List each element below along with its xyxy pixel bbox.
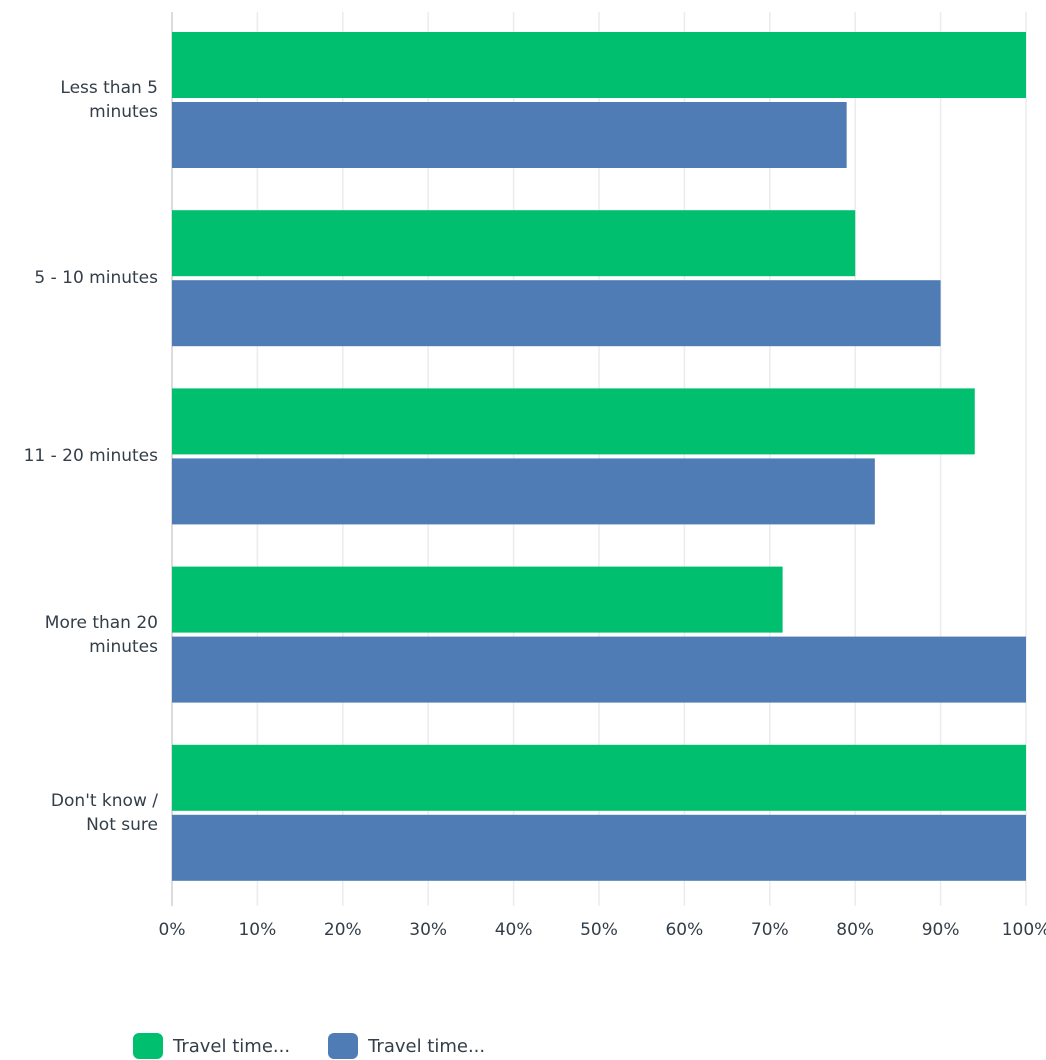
x-tick-label: 30% [409,920,448,940]
x-tick-label: 80% [836,920,875,940]
category-label-line: More than 20 [44,612,158,633]
x-tick-label: 10% [238,920,277,940]
x-tick-label: 70% [750,920,789,940]
x-tick-label: 20% [323,920,362,940]
legend-item-2[interactable]: Travel time... [328,1033,485,1059]
bar-series-1-category-1[interactable] [172,32,1026,98]
bar-series-1-category-2[interactable] [172,210,856,277]
bar-series-2-category-2[interactable] [172,280,941,347]
bar-chart-plot [171,12,1027,906]
category-label-line: 5 - 10 minutes [34,268,158,289]
category-label: Don't know / Not sure [0,789,158,837]
x-tick-label: 40% [494,920,533,940]
x-tick-label: 60% [665,920,704,940]
category-label: 11 - 20 minutes [0,444,158,468]
legend-label: Travel time... [173,1035,291,1057]
x-tick-label: 50% [580,920,618,940]
x-tick-label: 90% [921,920,960,940]
category-label-line: minutes [89,102,158,122]
bar-series-1-category-5[interactable] [172,744,1026,811]
bar-series-2-category-3[interactable] [172,458,875,525]
legend-swatch [328,1033,359,1059]
category-label-line: minutes [89,636,158,657]
category-label-line: 11 - 20 minutes [23,446,158,467]
legend-swatch [133,1033,163,1059]
x-tick-label: 0% [158,920,186,940]
legend-label: Travel time... [368,1035,486,1057]
bar-series-2-category-1[interactable] [172,102,847,168]
category-label-line: Less than 5 [60,78,158,98]
category-label-line: Not sure [86,814,158,835]
category-label: 5 - 10 minutes [0,266,158,290]
bar-series-1-category-3[interactable] [172,388,975,455]
bar-series-2-category-4[interactable] [172,636,1026,703]
category-label: Less than 5 minutes [0,76,158,124]
bar-series-1-category-4[interactable] [172,566,783,633]
legend-item-1[interactable]: Travel time... [133,1033,290,1059]
category-label: More than 20 minutes [0,611,158,659]
bar-series-2-category-5[interactable] [172,814,1026,881]
category-label-line: Don't know / [50,790,158,811]
x-tick-label: 100% [1001,920,1046,940]
legend: Travel time... Travel time... [133,1033,485,1059]
